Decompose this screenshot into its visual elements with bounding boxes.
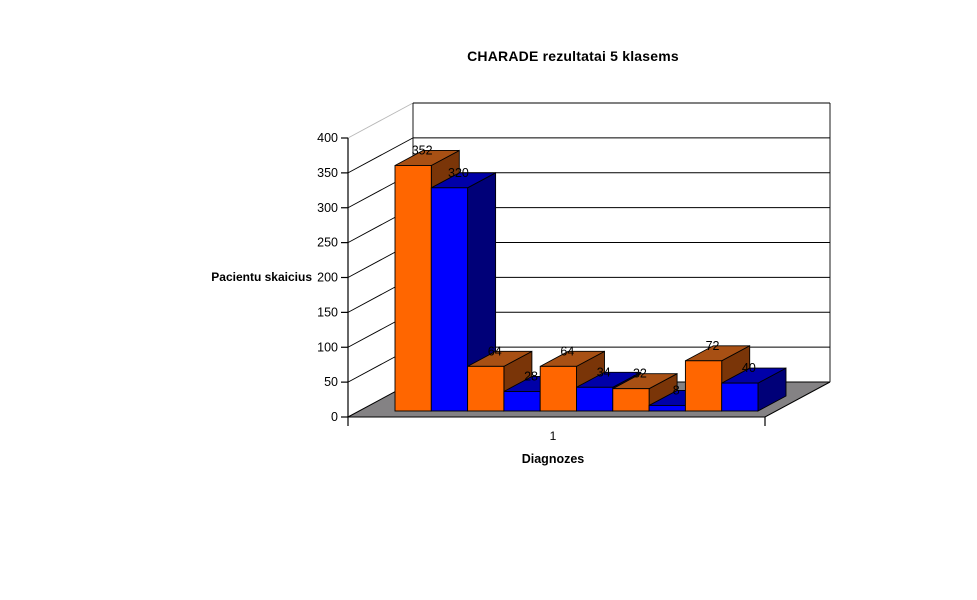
y-tick-label: 100 <box>317 340 338 354</box>
y-axis-title: Pacientu skaicius <box>211 270 312 284</box>
bar-value-label: 64 <box>488 344 502 358</box>
bar-front-face <box>648 404 686 412</box>
y-tick-label: 0 <box>331 410 338 424</box>
bar-value-label: 34 <box>597 365 611 379</box>
y-tick-label: 350 <box>317 166 338 180</box>
bar-value-label: 352 <box>412 143 433 157</box>
gridline-wall <box>347 137 414 174</box>
bar-front-face <box>430 187 469 412</box>
y-tick-label: 250 <box>317 236 338 250</box>
y-tick-label: 50 <box>324 375 338 389</box>
bar-front-face <box>612 388 650 412</box>
bar-value-label: 64 <box>560 344 574 358</box>
bar-front-face <box>721 382 759 412</box>
bar-front-face <box>503 391 541 412</box>
y-tick-label: 400 <box>317 131 338 145</box>
bar-blue-2: 320 <box>430 166 497 412</box>
y-tick-label: 300 <box>317 201 338 215</box>
chart-title: CHARADE rezultatai 5 klasems <box>467 48 679 64</box>
bar-value-label: 72 <box>706 339 720 353</box>
bar-value-label: 8 <box>673 383 680 397</box>
x-axis-title: Diagnozes <box>521 452 585 466</box>
bar-front-face <box>539 365 577 412</box>
bar-front-face <box>394 165 432 412</box>
bar-value-label: 40 <box>742 361 756 375</box>
bar-value-label: 28 <box>524 369 538 383</box>
bar-value-label: 32 <box>633 367 647 381</box>
bar-front-face <box>467 365 505 412</box>
y-tick-label: 150 <box>317 305 338 319</box>
gridline-wall <box>347 102 414 139</box>
y-tick-label: 200 <box>317 271 338 285</box>
bar-value-label: 320 <box>448 166 469 180</box>
bar-front-face <box>576 386 614 412</box>
x-tick-label: 1 <box>549 429 557 443</box>
bar-blue-10: 40 <box>721 361 787 412</box>
bar-front-face <box>684 360 723 412</box>
